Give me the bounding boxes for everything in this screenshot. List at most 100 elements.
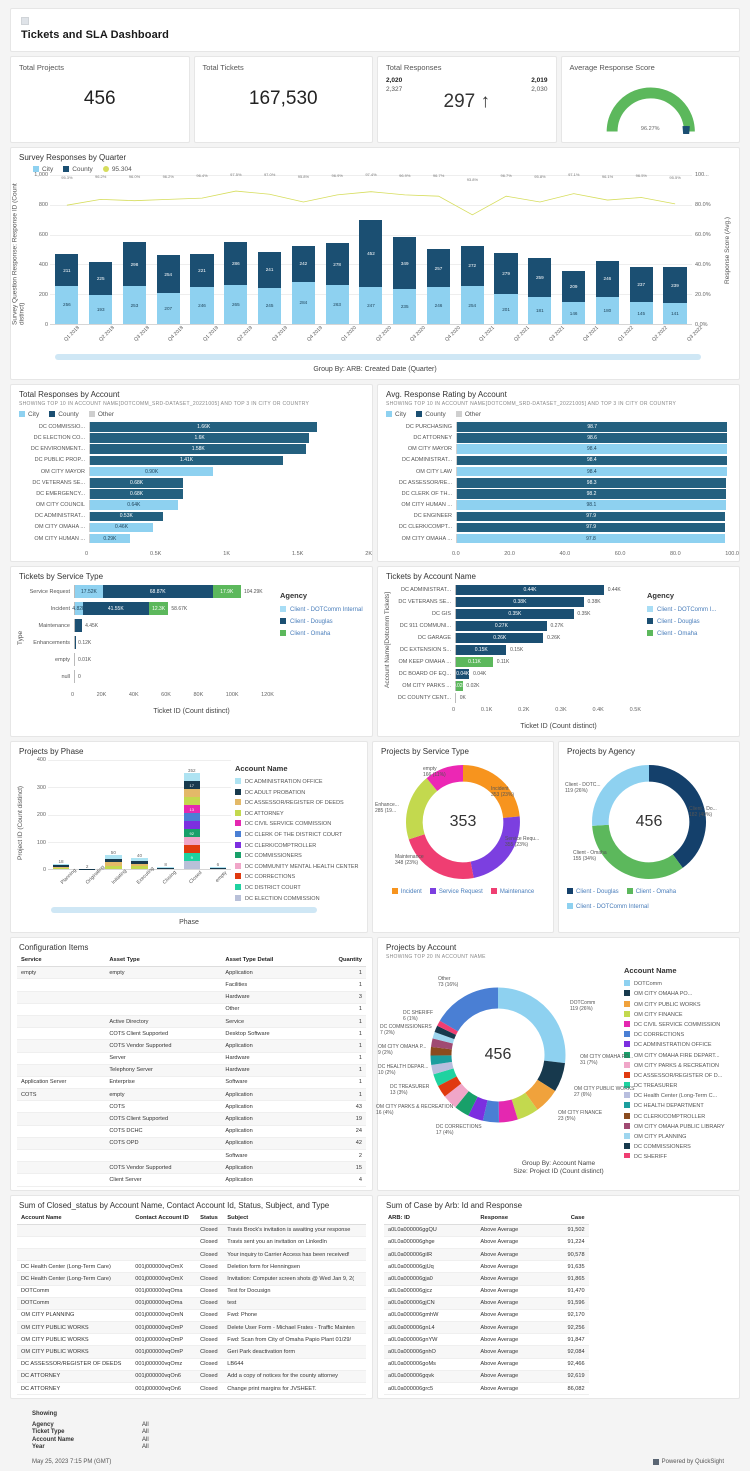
legend-item[interactable]: DC CIVIL SERVICE COMMISSION <box>624 1021 737 1028</box>
bar-segment[interactable] <box>184 797 200 805</box>
bar-segment[interactable]: 4.82K <box>75 602 83 615</box>
bar-segment[interactable]: 41.55K <box>83 602 149 615</box>
bar-fill[interactable]: 98.1 <box>457 500 726 510</box>
bar-segment[interactable]: 68.87K <box>103 585 213 598</box>
table-row[interactable]: DC Health Center (Long-Term Care)001j000… <box>17 1261 366 1273</box>
bar-column[interactable]: 6 <box>210 760 226 869</box>
legend-item[interactable]: DC CLERK/COMPTROLLER <box>235 842 361 849</box>
donut-chart-agency[interactable]: 456 Client - DOTC...119 (26%) Client - D… <box>559 758 739 886</box>
bar-fill[interactable]: 0.04K <box>456 669 469 679</box>
donut-slice[interactable] <box>417 837 472 871</box>
column-header[interactable]: Quantity <box>314 954 366 967</box>
legend-item-omaha[interactable]: Client - Omaha <box>627 888 676 895</box>
legend-item-county[interactable]: County <box>63 166 93 173</box>
donut-slice[interactable] <box>600 825 677 870</box>
kpi-total-projects[interactable]: Total Projects 456 <box>10 56 190 143</box>
column-header[interactable]: ARB: ID <box>384 1212 476 1225</box>
bar-fill[interactable]: 0.53K <box>90 512 163 522</box>
legend-item[interactable]: DC CORRECTIONS <box>624 1031 737 1038</box>
legend-item[interactable]: OM CITY PARKS & RECREATION <box>624 1062 737 1069</box>
bar-fill[interactable]: 0.15K <box>456 645 506 655</box>
kpi-average-response-score[interactable]: Average Response Score 96.27% <box>561 56 741 143</box>
bar-fill[interactable]: 1.66K <box>90 422 317 432</box>
bar-fill[interactable]: 0.27K <box>456 621 547 631</box>
bar-column[interactable]: 40 <box>131 760 147 869</box>
bar-segment[interactable] <box>75 619 82 632</box>
bar-fill[interactable]: 0.02K <box>456 681 463 691</box>
legend-item-service-request[interactable]: Service Request <box>430 888 483 895</box>
bar-segment[interactable] <box>184 837 200 845</box>
bar-segment[interactable] <box>184 789 200 797</box>
legend-item[interactable]: OM CITY PLANNING <box>624 1133 737 1140</box>
legend-item[interactable]: OM CITY PUBLIC WORKS <box>624 1001 737 1008</box>
legend-item[interactable]: DC SHERIFF <box>624 1153 737 1158</box>
bar-fill[interactable]: 97.8 <box>457 534 725 544</box>
column-header[interactable]: Contact Account ID <box>131 1212 196 1225</box>
bar-fill[interactable]: 0.35K <box>456 609 574 619</box>
bar-segment[interactable] <box>184 813 200 821</box>
bar-fill[interactable]: 98.2 <box>457 489 726 499</box>
legend-item-dotcomm[interactable]: Client - DOTComm Internal <box>567 903 735 910</box>
bar-fill[interactable]: 1.58K <box>90 444 306 454</box>
legend-item[interactable]: DC ASSESSOR/REGISTER OF D... <box>624 1072 737 1079</box>
legend-item[interactable]: DC TREASURER <box>624 1082 737 1089</box>
column-header[interactable]: Status <box>196 1212 223 1225</box>
bar-fill[interactable]: 1.6K <box>90 433 309 443</box>
legend-item[interactable]: OM CITY FINANCE <box>624 1011 737 1018</box>
legend-item[interactable]: OM CITY OMAHA PUBLIC LIBRARY <box>624 1123 737 1130</box>
column-header[interactable]: Asset Type <box>105 954 221 967</box>
bar-fill[interactable]: 0.11K <box>456 657 493 667</box>
bar-fill[interactable]: 0.26K <box>456 633 543 643</box>
legend-item[interactable]: DC CLERK/COMPTROLLER <box>624 1113 737 1120</box>
bar-segment[interactable]: 17.52K <box>75 585 103 598</box>
bar-segment[interactable]: 12.3K <box>149 602 169 615</box>
bar-fill[interactable]: 0.68K <box>90 489 183 499</box>
bar-column[interactable]: 50 <box>105 760 121 869</box>
legend-item[interactable]: DOTComm <box>624 980 737 987</box>
bar-fill[interactable]: 98.4 <box>457 467 727 477</box>
bar-fill[interactable]: 97.9 <box>457 523 725 533</box>
bar-fill[interactable]: 1.41K <box>90 456 283 466</box>
bar-segment[interactable] <box>53 868 69 869</box>
bar-fill[interactable]: 0.46K <box>90 523 153 533</box>
bar-fill[interactable]: 0.68K <box>90 478 183 488</box>
legend-item[interactable]: DC ELECTION COMMISSION <box>235 895 361 902</box>
legend-item[interactable]: DC COMMUNITY MENTAL HEALTH CENTER <box>235 863 361 870</box>
legend-item-douglas[interactable]: Client - Douglas <box>567 888 619 895</box>
bar-segment[interactable] <box>184 821 200 829</box>
bar-fill[interactable]: 0.90K <box>90 467 213 477</box>
legend-item[interactable]: DC DISTRICT COURT <box>235 884 361 891</box>
legend-item[interactable]: DC Health Center (Long-Term C... <box>624 1092 737 1099</box>
